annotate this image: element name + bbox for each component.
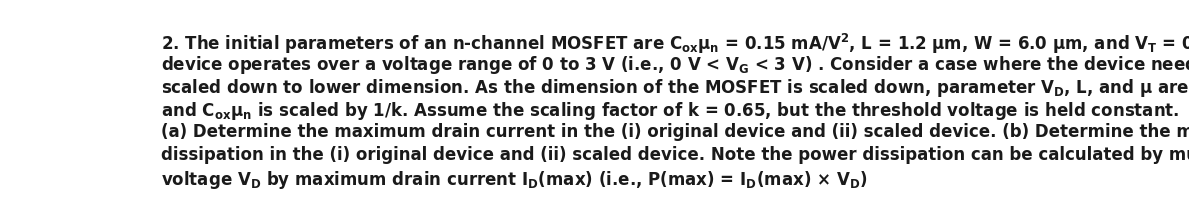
Text: dissipation in the (i) original device and (ii) scaled device. Note the power di: dissipation in the (i) original device a… — [161, 146, 1189, 164]
Text: voltage $V_D$ by maximum drain current $I_D$(max) (i.e., P(max) = $I_D$(max) × $: voltage $V_D$ by maximum drain current $… — [161, 169, 867, 191]
Text: device operates over a voltage range of 0 to 3 V (i.e., 0 V < $V_G$ < 3 V) . Con: device operates over a voltage range of … — [161, 54, 1189, 76]
Text: scaled down to lower dimension. As the dimension of the MOSFET is scaled down, p: scaled down to lower dimension. As the d… — [161, 77, 1189, 99]
Text: (a) Determine the maximum drain current in the (i) original device and (ii) scal: (a) Determine the maximum drain current … — [161, 123, 1189, 141]
Text: 2. The initial parameters of an n-channel MOSFET are $C_{ox}\mu_n$ = 0.15 mA/V$^: 2. The initial parameters of an n-channe… — [161, 31, 1189, 56]
Text: and $C_{ox}\mu_n$ is scaled by 1/k. Assume the scaling factor of k = 0.65, but t: and $C_{ox}\mu_n$ is scaled by 1/k. Assu… — [161, 100, 1179, 122]
